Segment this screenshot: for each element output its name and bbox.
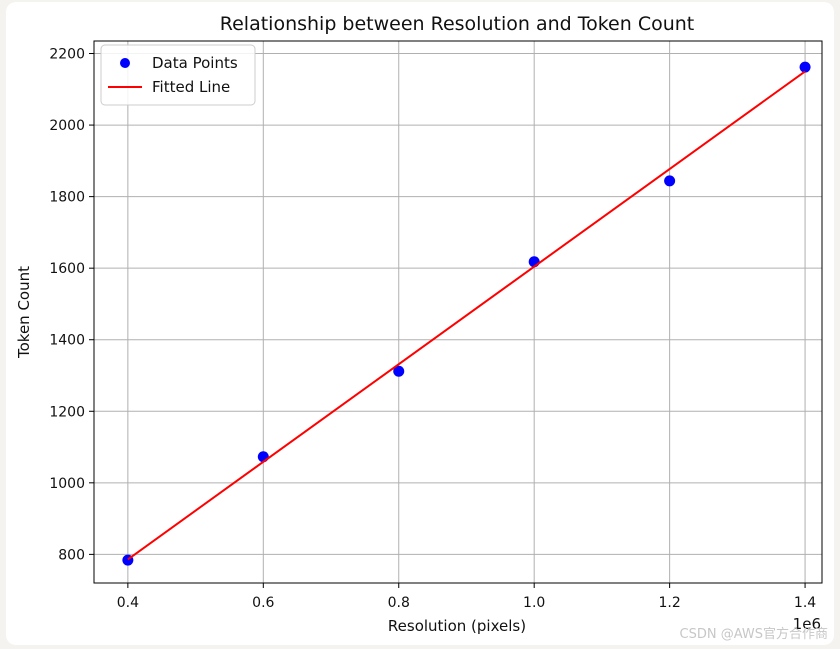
x-tick-label: 1.2 [658, 595, 680, 611]
legend-marker-data-points [120, 58, 130, 68]
y-tick-label: 1600 [49, 261, 85, 277]
legend-label-fitted-line: Fitted Line [152, 78, 230, 96]
x-tick-label: 0.4 [117, 595, 139, 611]
legend: Data Points Fitted Line [100, 44, 256, 106]
plot-frame [93, 40, 823, 584]
x-tick-label: 0.8 [388, 595, 410, 611]
y-tick-label: 1400 [49, 333, 85, 349]
legend-box [100, 44, 256, 106]
y-tick-label: 1200 [49, 404, 85, 420]
x-axis-offset-label: 1e6 [793, 615, 821, 633]
figure-card [6, 2, 834, 645]
y-tick-label: 800 [58, 547, 85, 563]
watermark-text: CSDN @AWS官方合作商 [680, 626, 829, 642]
chart-title: Relationship between Resolution and Toke… [220, 13, 695, 35]
x-axis-ticks: 0.4 0.6 0.8 1.0 1.2 1.4 [117, 583, 816, 611]
y-tick-label: 2000 [49, 118, 85, 134]
x-axis-label: Resolution (pixels) [388, 617, 526, 635]
series-layer [122, 61, 811, 566]
data-point [664, 175, 676, 187]
x-tick-label: 1.4 [794, 595, 816, 611]
grid-layer [94, 41, 822, 583]
y-axis-label: Token Count [15, 266, 33, 359]
y-tick-label: 2200 [49, 47, 85, 63]
fitted-line [127, 70, 806, 561]
y-axis-ticks: 800 1000 1200 1400 1600 1800 2000 2200 [49, 47, 94, 563]
data-point [393, 365, 405, 377]
y-tick-label: 1800 [49, 190, 85, 206]
legend-label-data-points: Data Points [152, 54, 238, 72]
x-tick-label: 0.6 [252, 595, 274, 611]
y-tick-label: 1000 [49, 476, 85, 492]
x-tick-label: 1.0 [523, 595, 545, 611]
data-point [799, 61, 811, 73]
